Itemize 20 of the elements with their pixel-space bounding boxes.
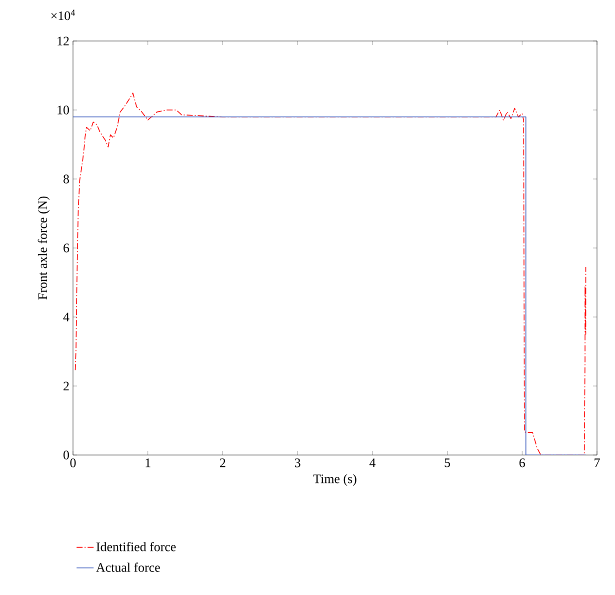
legend-label: Actual force xyxy=(96,562,160,572)
y-tick-label: 12 xyxy=(58,36,69,46)
x-tick-label: 2 xyxy=(220,458,226,468)
x-axis-title: Time (s) xyxy=(313,474,356,486)
y-tick-label: 0 xyxy=(64,450,69,460)
y-tick-label: 2 xyxy=(64,382,69,390)
x-tick-label: 3 xyxy=(294,458,300,468)
x-tick-label: 6 xyxy=(519,458,525,468)
text: ×10$^{4}$ xyxy=(51,10,76,20)
x-tick-label: 5 xyxy=(444,458,450,468)
legend-label: Identified force xyxy=(96,542,176,552)
y-tick-label: 8 xyxy=(64,174,69,184)
x-tick-label: 4 xyxy=(369,458,376,468)
y-tick-label: 10 xyxy=(58,106,69,114)
y-tick-label: 6 xyxy=(64,244,70,252)
y-tick-label: 4 xyxy=(63,312,70,322)
x-tick-label: 0 xyxy=(70,458,76,468)
x-tick-label: 1 xyxy=(146,458,150,468)
x-tick-label: 7 xyxy=(594,458,600,467)
y-axis-title: Front axle force (N) xyxy=(38,196,50,300)
